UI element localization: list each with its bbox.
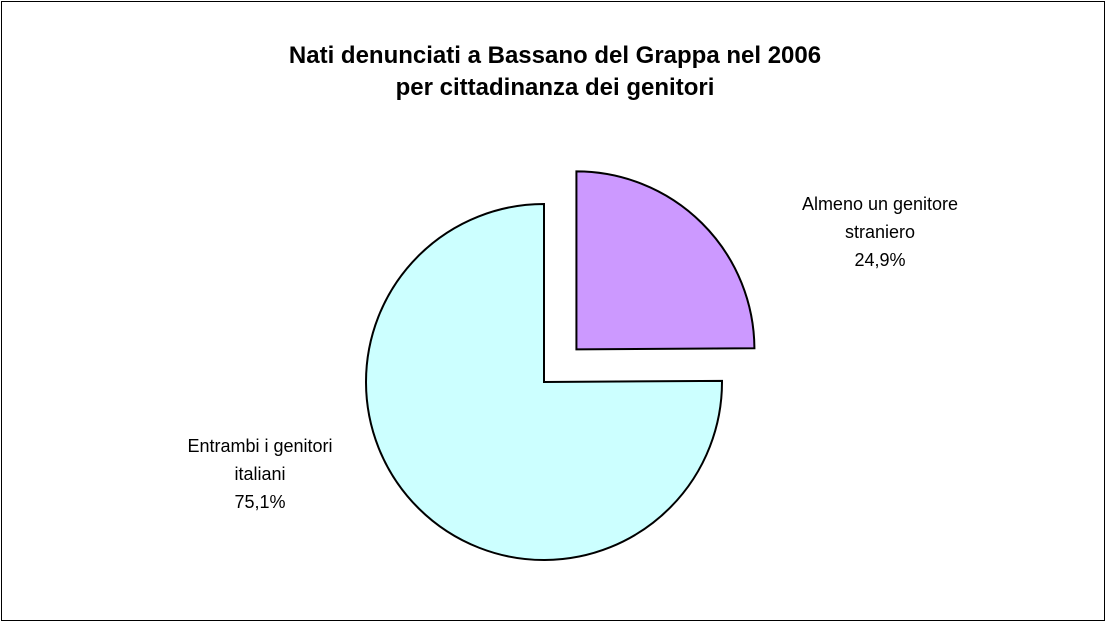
pie-chart: [365, 170, 756, 561]
data-label-almeno-un-genitore-straniero: Almeno un genitore straniero 24,9%: [760, 190, 1000, 274]
pie-slice-almeno-un-genitore-straniero: [575, 170, 756, 351]
data-label-line: straniero: [844, 222, 916, 242]
chart-title-line-2: per cittadinanza dei genitori: [395, 74, 715, 101]
data-label-value: 24,9%: [854, 250, 906, 270]
chart-title: Nati denunciati a Bassano del Grappa nel…: [0, 40, 1110, 104]
data-label-line: Almeno un genitore: [801, 194, 959, 214]
pie-slice-entrambi-i-genitori-italiani: [365, 202, 724, 561]
data-label-value: 75,1%: [234, 492, 286, 512]
data-label-line: italiani: [234, 464, 286, 484]
data-label-line: Entrambi i genitori: [187, 436, 333, 456]
chart-title-line-1: Nati denunciati a Bassano del Grappa nel…: [288, 42, 822, 69]
data-label-entrambi-i-genitori-italiani: Entrambi i genitori italiani 75,1%: [140, 432, 380, 516]
